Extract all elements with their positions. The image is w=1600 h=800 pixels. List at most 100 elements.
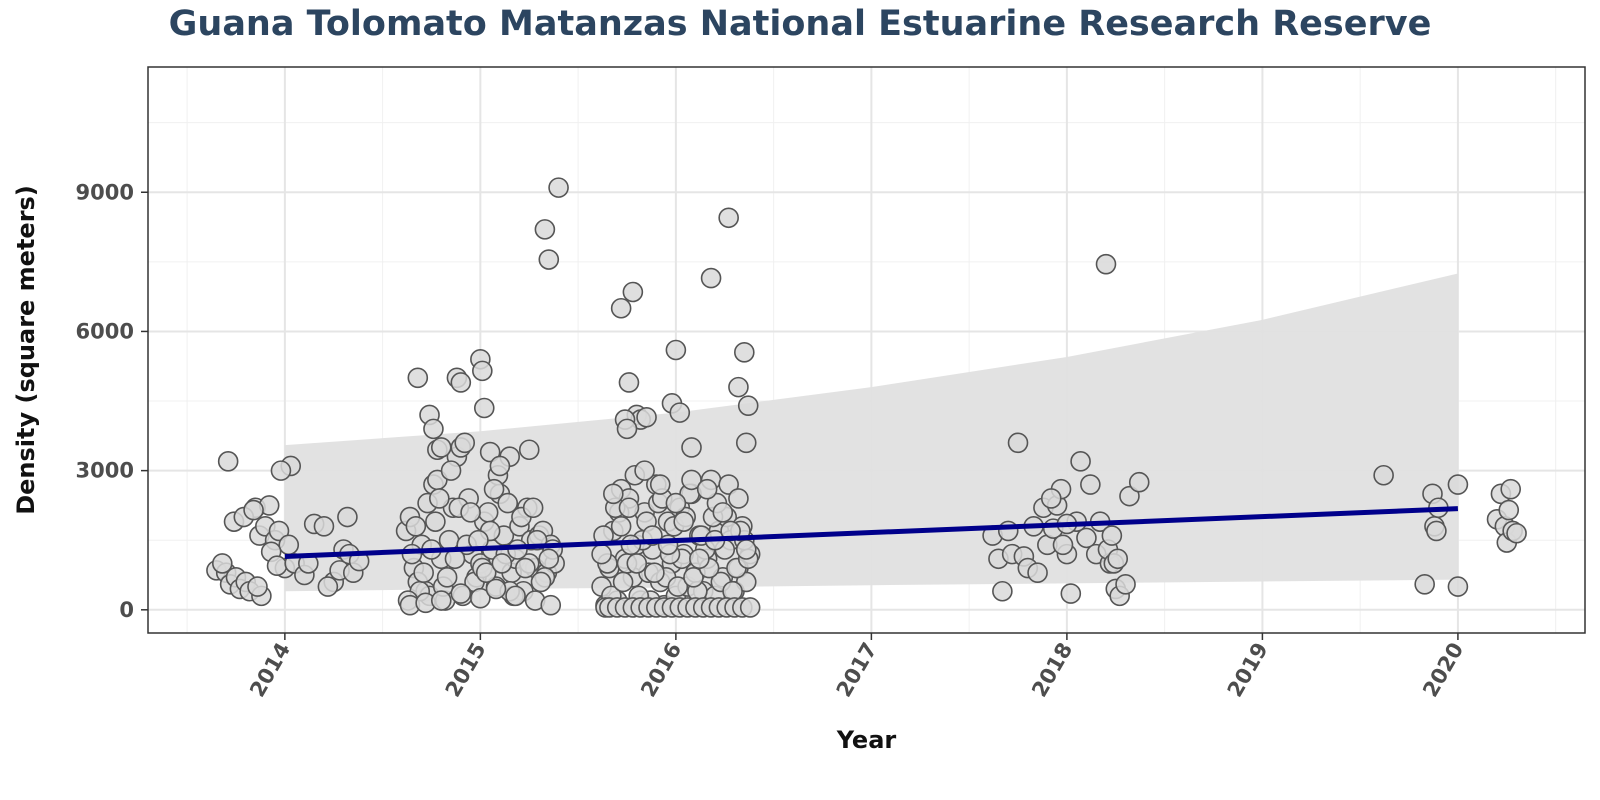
- x-axis-title: Year: [836, 726, 897, 754]
- data-point: [1115, 573, 1136, 595]
- data-point: [270, 460, 292, 481]
- data-point: [473, 397, 495, 419]
- data-point: [718, 474, 739, 495]
- data-point: [1027, 562, 1048, 583]
- data-point: [485, 578, 507, 600]
- chart-title: Guana Tolomato Matanzas National Estuari…: [168, 4, 1432, 44]
- data-point: [548, 177, 569, 198]
- data-point: [401, 543, 423, 565]
- data-point: [665, 339, 687, 361]
- data-point: [626, 553, 648, 574]
- data-point: [618, 497, 640, 519]
- data-point: [1076, 527, 1097, 549]
- data-point: [540, 594, 562, 616]
- data-point: [483, 478, 505, 500]
- data-point: [497, 492, 519, 514]
- data-point: [739, 597, 761, 618]
- data-point: [243, 499, 264, 521]
- data-point: [430, 590, 452, 611]
- data-point: [518, 439, 540, 461]
- data-point: [728, 376, 749, 398]
- data-point: [515, 557, 536, 579]
- data-point: [460, 502, 481, 523]
- data-point: [429, 488, 450, 509]
- data-point: [1447, 576, 1469, 597]
- data-point: [610, 297, 632, 319]
- trend-line: [284, 506, 1459, 559]
- data-point: [591, 543, 612, 565]
- data-point: [436, 567, 458, 588]
- data-point: [489, 455, 511, 477]
- y-tick-label: 3000: [76, 459, 134, 483]
- data-point: [278, 534, 300, 556]
- y-tick-label: 0: [119, 598, 134, 622]
- data-point: [712, 502, 734, 523]
- data-point: [603, 483, 624, 505]
- data-point: [538, 249, 560, 270]
- data-point: [734, 342, 755, 363]
- data-point: [618, 372, 640, 393]
- data-point: [1373, 464, 1394, 486]
- data-point: [1080, 474, 1101, 495]
- data-point: [1414, 573, 1435, 595]
- data-point: [454, 432, 476, 454]
- data-point: [317, 576, 339, 597]
- data-point: [247, 576, 268, 597]
- data-point: [313, 515, 335, 537]
- data-point: [211, 553, 233, 574]
- data-point: [430, 437, 452, 458]
- data-point: [1119, 485, 1140, 507]
- data-point: [681, 469, 702, 491]
- x-tick-label: 2020: [1418, 639, 1468, 702]
- data-point: [217, 451, 239, 472]
- x-tick-label: 2017: [832, 639, 882, 702]
- data-point: [636, 406, 657, 428]
- x-tick-label: 2016: [636, 639, 686, 702]
- data-point: [1052, 534, 1074, 556]
- confidence-band: [284, 273, 1458, 592]
- data-point: [665, 492, 687, 514]
- data-point: [413, 562, 434, 583]
- data-point: [1500, 478, 1522, 500]
- data-point: [1426, 520, 1447, 542]
- data-point: [634, 460, 655, 481]
- data-point: [1101, 525, 1123, 546]
- data-point: [337, 506, 358, 528]
- data-point: [612, 571, 634, 593]
- data-point: [1447, 474, 1469, 495]
- data-point: [622, 281, 644, 303]
- data-point: [1107, 548, 1129, 570]
- data-point: [669, 402, 691, 423]
- data-point: [689, 548, 710, 570]
- data-point: [644, 562, 665, 583]
- data-point: [491, 553, 513, 574]
- data-point: [450, 583, 472, 604]
- data-point: [534, 219, 556, 240]
- data-point: [425, 511, 446, 532]
- y-tick-label: 9000: [76, 180, 134, 204]
- data-point: [266, 555, 288, 577]
- data-point: [1007, 432, 1029, 454]
- x-tick-label: 2019: [1223, 639, 1273, 702]
- data-point: [992, 580, 1013, 602]
- data-point: [423, 418, 444, 440]
- x-tick-label: 2014: [245, 639, 295, 702]
- data-point: [616, 418, 638, 440]
- data-point: [681, 437, 702, 458]
- data-point: [673, 511, 694, 532]
- data-point: [268, 520, 290, 542]
- data-point: [405, 515, 427, 537]
- data-point: [696, 478, 718, 500]
- data-point: [735, 539, 757, 560]
- data-point: [1060, 583, 1082, 604]
- x-tick-label: 2018: [1027, 639, 1077, 702]
- data-point: [1095, 253, 1117, 275]
- data-point: [1070, 451, 1091, 472]
- data-point: [407, 367, 429, 389]
- data-point: [450, 372, 472, 393]
- panel-border: [147, 66, 1586, 634]
- data-point: [479, 441, 501, 463]
- data-point: [728, 488, 749, 509]
- data-point: [522, 497, 544, 519]
